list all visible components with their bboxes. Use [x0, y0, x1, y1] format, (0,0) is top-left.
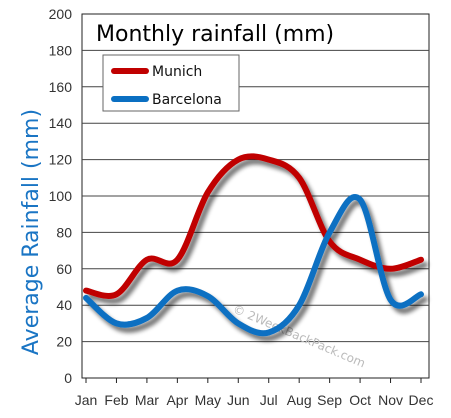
y-tick-label: 180 — [49, 42, 73, 58]
legend-label-barcelona: Barcelona — [152, 92, 222, 108]
y-tick-label: 200 — [49, 6, 73, 22]
x-tick-label: Mar — [135, 392, 159, 408]
x-tick-label: Apr — [166, 392, 188, 408]
y-tick-label: 100 — [49, 188, 73, 204]
series-line-munich — [83, 153, 424, 299]
y-tick-label: 140 — [49, 115, 73, 131]
x-tick-label: Jul — [260, 392, 278, 408]
y-axis-label: Average Rainfall (mm) — [19, 109, 44, 355]
x-tick-label: May — [195, 392, 221, 408]
x-tick-label: Dec — [409, 392, 434, 408]
y-tick-label: 120 — [49, 152, 73, 168]
x-tick-label: Sep — [317, 392, 342, 408]
legend: Munich Barcelona — [102, 54, 240, 112]
chart-title: Monthly rainfall (mm) — [96, 22, 334, 47]
x-tick-label: Nov — [378, 392, 403, 408]
y-tick-label: 60 — [56, 261, 72, 277]
x-tick-label: Aug — [287, 392, 312, 408]
title-box: Monthly rainfall (mm) — [89, 17, 334, 49]
x-tick-label: Jan — [75, 392, 98, 408]
y-tick-label: 20 — [56, 334, 72, 350]
x-tick-label: Feb — [104, 392, 128, 408]
x-tick-label: Oct — [349, 392, 371, 408]
y-tick-label: 40 — [56, 297, 72, 313]
x-tick-label: Jun — [227, 392, 250, 408]
y-tick-label: 160 — [49, 79, 73, 95]
series-line-barcelona — [83, 194, 424, 337]
legend-label-munich: Munich — [152, 64, 202, 80]
y-tick-label: 80 — [56, 224, 72, 240]
y-tick-label: 0 — [64, 370, 72, 386]
